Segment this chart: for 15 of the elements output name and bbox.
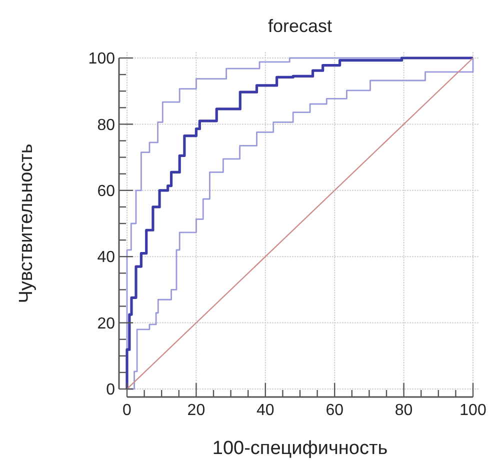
y-tick-label: 100	[88, 50, 116, 68]
x-axis-title: 100-специфичность	[212, 438, 388, 459]
x-tick-label: 60	[326, 402, 344, 419]
x-tick-label: 40	[256, 402, 274, 419]
y-tick-label: 60	[97, 183, 116, 200]
y-tick-label: 80	[97, 116, 116, 134]
y-axis-title: Чувствительность	[16, 144, 37, 304]
x-tick-label: 80	[394, 402, 413, 419]
y-tick-label: 0	[106, 382, 116, 399]
x-tick-label: 0	[122, 402, 132, 419]
y-tick-label: 40	[97, 249, 116, 266]
y-tick-label: 20	[97, 315, 116, 332]
x-tick-label: 100	[460, 402, 486, 419]
chart-title: forecast	[268, 16, 332, 36]
x-tick-label: 20	[187, 402, 206, 419]
